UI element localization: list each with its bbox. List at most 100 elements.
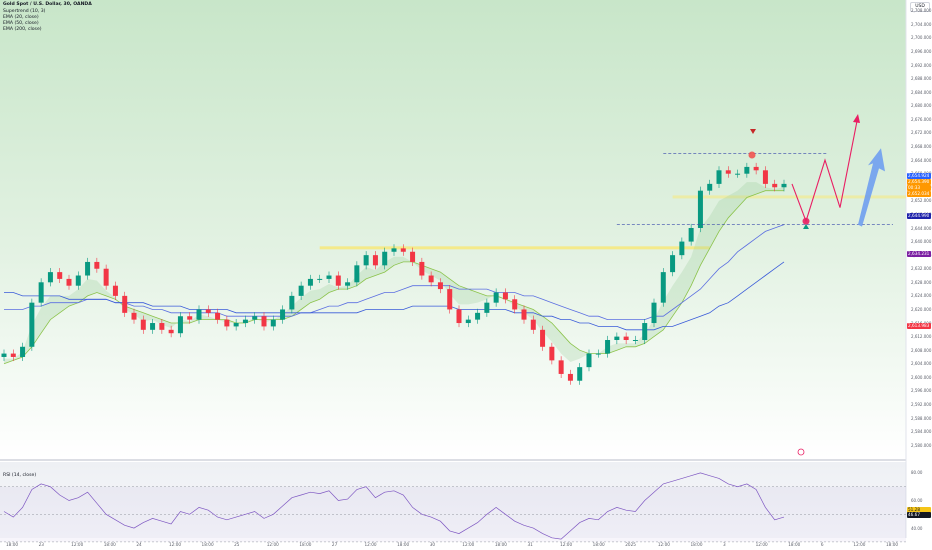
price-tag: 2,654.924 [907, 173, 931, 179]
price-tag: 2,654.390 [907, 179, 931, 185]
projection-arrow-head [853, 114, 860, 123]
candle [781, 183, 787, 188]
candle [632, 340, 638, 341]
time-axis-label: 18:00 [397, 542, 410, 547]
time-axis-label: 12:00 [364, 542, 377, 547]
sell-arrow-icon [750, 129, 756, 134]
price-axis-label: 2,624.000 [911, 293, 932, 299]
time-axis-label: 18:00 [494, 542, 507, 547]
candle [484, 302, 490, 313]
top-marker [748, 151, 756, 159]
time-axis-label: 18:00 [103, 542, 116, 547]
candle [168, 329, 174, 334]
candle [716, 170, 722, 184]
ema50-legend[interactable]: EMA (50, close) [3, 21, 39, 26]
time-axis-label: 18:00 [299, 542, 312, 547]
price-axis-label: 2,588.000 [911, 415, 932, 421]
candle [530, 319, 536, 330]
candle [196, 309, 202, 320]
candle [326, 275, 332, 279]
time-axis-label: 12:00 [657, 542, 670, 547]
resistance-zone-band [672, 195, 906, 199]
rsi-pane-background [0, 462, 906, 538]
candle [103, 268, 109, 286]
price-axis-label: 2,640.000 [911, 239, 932, 245]
candle [57, 272, 63, 279]
symbol-title[interactable]: Gold Spot / U.S. Dollar, 30, OANDA [3, 2, 92, 7]
candle [1, 353, 7, 357]
candle [187, 316, 193, 320]
price-axis-label: 2,600.000 [911, 374, 932, 380]
candle [122, 295, 128, 313]
candle [112, 285, 118, 296]
time-axis-label: 12:00 [168, 542, 182, 547]
price-axis-label: 2,644.000 [911, 225, 932, 231]
candle [20, 346, 26, 357]
currency-button[interactable]: USD [910, 2, 930, 12]
candle [502, 292, 508, 300]
candle [10, 353, 16, 357]
time-axis-label: 30 [429, 542, 436, 547]
supertrend-legend[interactable]: Supertrend (10, 3) [3, 9, 46, 14]
price-axis-label: 2,688.000 [911, 76, 932, 82]
candle [242, 319, 248, 324]
candle [38, 282, 44, 303]
time-axis-label: 27 [331, 542, 338, 547]
candle [335, 275, 341, 286]
candle [205, 309, 211, 313]
projection-path [791, 115, 859, 223]
price-axis-label: 2,684.000 [911, 89, 932, 95]
rsi-line [3, 472, 785, 540]
price-axis-label: 2,584.000 [911, 429, 932, 435]
price-axis-label: 2,668.000 [911, 144, 932, 150]
candle [372, 255, 378, 266]
ema20-legend[interactable]: EMA (20, close) [3, 15, 39, 20]
time-axis-label: 12:00 [462, 542, 475, 547]
candle [437, 282, 443, 290]
price-axis-label: 2,700.000 [911, 35, 932, 41]
bottom-marker [802, 217, 810, 225]
candle [85, 261, 91, 276]
price-tag: 00:33 [907, 185, 931, 191]
price-axis-label: 2,680.000 [911, 103, 932, 109]
candle [521, 309, 527, 320]
candle [456, 309, 462, 324]
candle [697, 190, 703, 228]
buy-arrow-icon [803, 224, 809, 229]
price-tag: 46.67 [907, 512, 931, 518]
candle [400, 248, 406, 252]
price-axis-label: 2,652.000 [911, 198, 932, 204]
candle [465, 319, 471, 324]
price-axis-label: 2,704.000 [911, 21, 932, 27]
candle [642, 323, 648, 340]
candle [391, 248, 397, 252]
price-axis-label: 2,604.000 [911, 361, 932, 367]
candle [707, 183, 713, 191]
time-axis-label: 18:00 [592, 542, 605, 547]
candle [159, 323, 165, 330]
price-axis-label: 2,580.000 [911, 442, 932, 448]
candle [317, 278, 323, 280]
time-axis-label: 18:00 [201, 542, 214, 547]
candle [75, 275, 81, 286]
candle [493, 292, 499, 303]
time-axis-label: 12:00 [755, 542, 768, 547]
rsi-legend[interactable]: RSI (14, close) [3, 473, 37, 478]
candle [595, 353, 601, 355]
candle [215, 312, 221, 320]
price-tag: 2,634.231 [907, 251, 931, 257]
time-axis-label: 3 [723, 542, 726, 547]
candle [289, 295, 295, 310]
time-axis-label: 31 [527, 542, 533, 547]
ema-line-3 [4, 261, 785, 331]
candle [354, 265, 360, 283]
candle [660, 272, 666, 303]
time-axis-label: 12:00 [266, 542, 279, 547]
ema200-legend[interactable]: EMA (200, close) [3, 27, 42, 32]
candle [577, 367, 583, 381]
candle [744, 166, 750, 174]
price-axis-label: 2,592.000 [911, 401, 932, 407]
candle [307, 278, 313, 286]
candle [428, 275, 434, 283]
